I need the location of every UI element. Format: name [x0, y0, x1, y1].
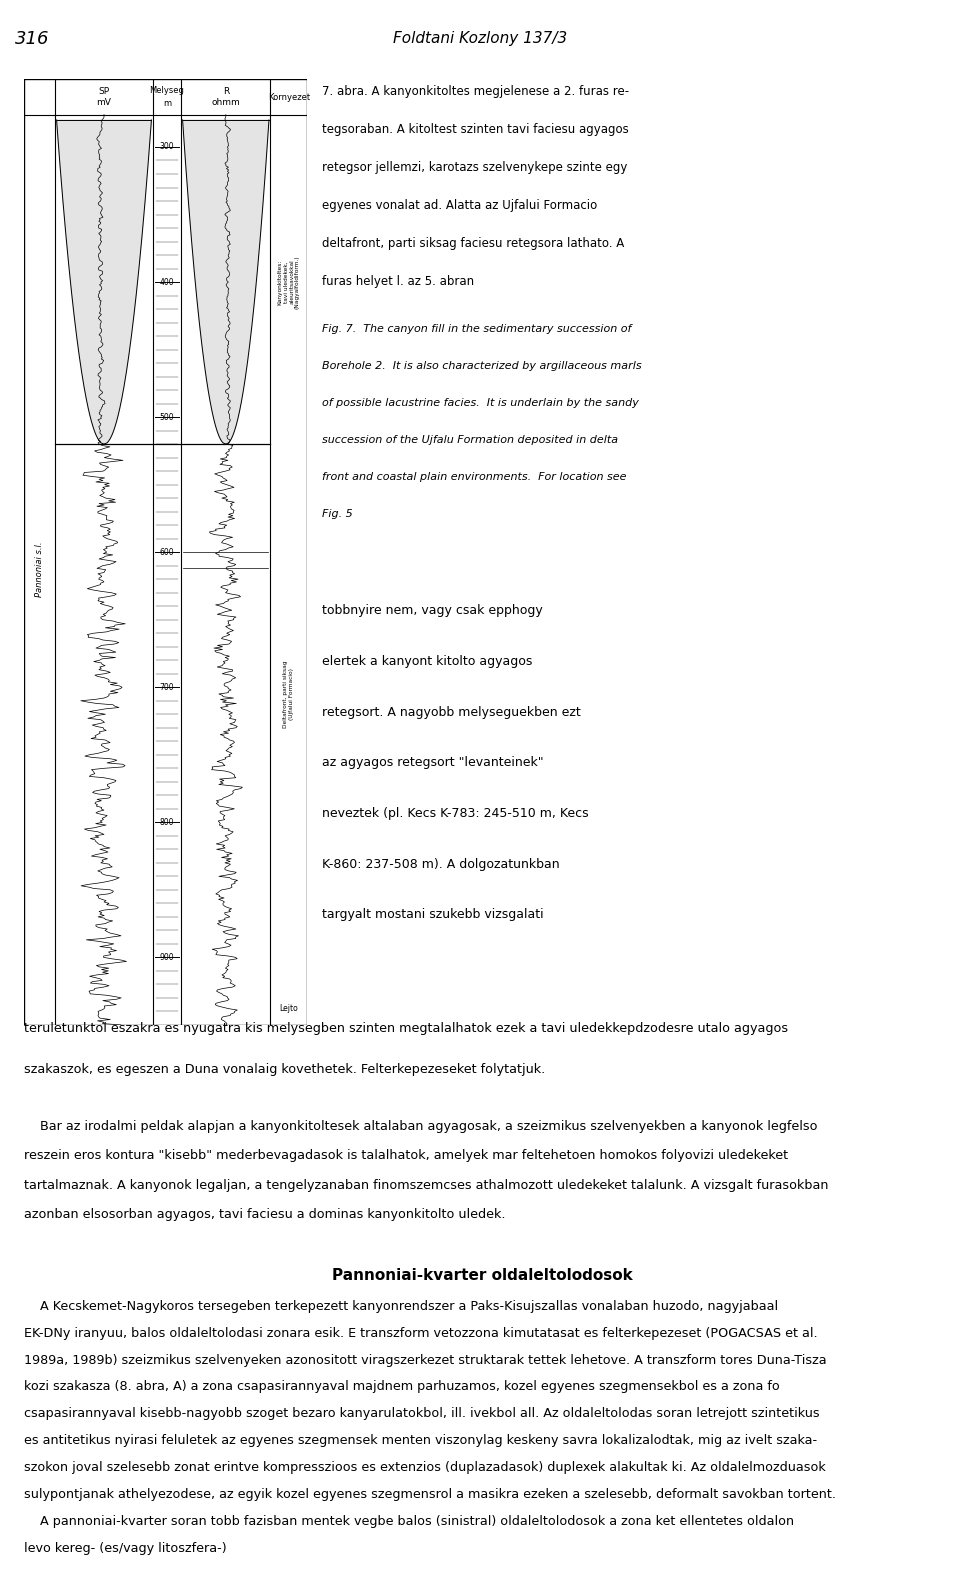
- Text: Fig. 7.  The canyon fill in the sedimentary succession of: Fig. 7. The canyon fill in the sedimenta…: [322, 324, 631, 334]
- Text: 700: 700: [159, 683, 175, 691]
- Text: azonban elsosorban agyagos, tavi faciesu a dominas kanyonkitolto uledek.: azonban elsosorban agyagos, tavi faciesu…: [24, 1208, 506, 1220]
- Text: egyenes vonalat ad. Alatta az Ujfalui Formacio: egyenes vonalat ad. Alatta az Ujfalui Fo…: [322, 199, 597, 211]
- Text: tegsoraban. A kitoltest szinten tavi faciesu agyagos: tegsoraban. A kitoltest szinten tavi fac…: [322, 122, 629, 135]
- Text: succession of the Ujfalu Formation deposited in delta: succession of the Ujfalu Formation depos…: [322, 435, 617, 445]
- Text: 300: 300: [159, 143, 175, 151]
- Text: m: m: [163, 99, 171, 108]
- Text: K-860: 237-508 m). A dolgozatunkban: K-860: 237-508 m). A dolgozatunkban: [322, 858, 560, 871]
- Text: retegsort. A nagyobb melyseguekben ezt: retegsort. A nagyobb melyseguekben ezt: [322, 706, 581, 718]
- Text: Deltafront, parti siksag
(Ujfalui Formacio): Deltafront, parti siksag (Ujfalui Formac…: [283, 661, 294, 728]
- Text: 400: 400: [159, 278, 175, 286]
- Text: tobbnyire nem, vagy csak epphogy: tobbnyire nem, vagy csak epphogy: [322, 604, 542, 618]
- Text: A Kecskemet-Nagykoros tersegeben terkepezett kanyonrendszer a Paks-Kisujszallas : A Kecskemet-Nagykoros tersegeben terkepe…: [24, 1300, 779, 1313]
- Text: szakaszok, es egeszen a Duna vonalaig kovethetek. Felterkepezeseket folytatjuk.: szakaszok, es egeszen a Duna vonalaig ko…: [24, 1063, 545, 1076]
- Text: of possible lacustrine facies.  It is underlain by the sandy: of possible lacustrine facies. It is und…: [322, 397, 638, 408]
- Text: reszein eros kontura "kisebb" mederbevagadasok is talalhatok, amelyek mar felteh: reszein eros kontura "kisebb" mederbevag…: [24, 1149, 788, 1163]
- Text: deltafront, parti siksag faciesu retegsora lathato. A: deltafront, parti siksag faciesu retegso…: [322, 237, 624, 249]
- Text: 600: 600: [159, 548, 175, 556]
- Text: A pannoniai-kvarter soran tobb fazisban mentek vegbe balos (sinistral) oldalelto: A pannoniai-kvarter soran tobb fazisban …: [24, 1514, 794, 1529]
- Text: Bar az irodalmi peldak alapjan a kanyonkitoltesek altalaban agyagosak, a szeizmi: Bar az irodalmi peldak alapjan a kanyonk…: [24, 1120, 818, 1133]
- Text: levo kereg- (es/vagy litoszfera-): levo kereg- (es/vagy litoszfera-): [24, 1541, 227, 1556]
- Text: neveztek (pl. Kecs K-783: 245-510 m, Kecs: neveztek (pl. Kecs K-783: 245-510 m, Kec…: [322, 807, 588, 820]
- Text: SP
mV: SP mV: [97, 87, 111, 106]
- Text: tartalmaznak. A kanyonok legaljan, a tengelyzanaban finomszemcses athalmozott ul: tartalmaznak. A kanyonok legaljan, a ten…: [24, 1179, 828, 1192]
- Text: Pannoniai s.l.: Pannoniai s.l.: [36, 542, 44, 597]
- Text: retegsor jellemzi, karotazs szelvenykepe szinte egy: retegsor jellemzi, karotazs szelvenykepe…: [322, 160, 627, 173]
- Text: Fig. 5: Fig. 5: [322, 508, 352, 520]
- Text: EK-DNy iranyuu, balos oldaleltolodasi zonara esik. E transzform vetozzona kimuta: EK-DNy iranyuu, balos oldaleltolodasi zo…: [24, 1327, 818, 1340]
- Text: teruletunktol eszakra es nyugatra kis melysegben szinten megtalalhatok ezek a ta: teruletunktol eszakra es nyugatra kis me…: [24, 1022, 788, 1034]
- Text: 316: 316: [15, 30, 50, 48]
- Text: front and coastal plain environments.  For location see: front and coastal plain environments. Fo…: [322, 472, 626, 481]
- Text: szokon joval szelesebb zonat erintve kompresszioos es extenzios (duplazadasok) d: szokon joval szelesebb zonat erintve kom…: [24, 1462, 826, 1475]
- Text: 500: 500: [159, 413, 175, 421]
- Polygon shape: [182, 119, 269, 443]
- Text: 1989a, 1989b) szeizmikus szelvenyeken azonositott viragszerkezet struktarak tett: 1989a, 1989b) szeizmikus szelvenyeken az…: [24, 1354, 827, 1367]
- Text: Lejto: Lejto: [279, 1004, 299, 1014]
- Text: Kornyezet: Kornyezet: [268, 92, 310, 102]
- Text: 900: 900: [159, 953, 175, 961]
- Text: kozi szakasza (8. abra, A) a zona csapasirannyaval majdnem parhuzamos, kozel egy: kozi szakasza (8. abra, A) a zona csapas…: [24, 1381, 780, 1394]
- Text: Melyseg: Melyseg: [150, 86, 184, 95]
- Text: elertek a kanyont kitolto agyagos: elertek a kanyont kitolto agyagos: [322, 655, 532, 667]
- Text: Foldtani Kozlony 137/3: Foldtani Kozlony 137/3: [393, 32, 567, 46]
- Text: Borehole 2.  It is also characterized by argillaceous marls: Borehole 2. It is also characterized by …: [322, 361, 641, 370]
- Text: furas helyet l. az 5. abran: furas helyet l. az 5. abran: [322, 275, 473, 288]
- Text: R
ohmm: R ohmm: [211, 87, 240, 106]
- Text: az agyagos retegsort "levanteinek": az agyagos retegsort "levanteinek": [322, 756, 543, 769]
- Text: 7. abra. A kanyonkitoltes megjelenese a 2. furas re-: 7. abra. A kanyonkitoltes megjelenese a …: [322, 84, 629, 97]
- Text: es antitetikus nyirasi feluletek az egyenes szegmensek menten viszonylag keskeny: es antitetikus nyirasi feluletek az egye…: [24, 1435, 817, 1448]
- Text: Pannoniai-kvarter oldaleltolodosok: Pannoniai-kvarter oldaleltolodosok: [332, 1268, 633, 1282]
- Text: 800: 800: [159, 818, 175, 826]
- Text: Kanyonkitoltes:
tavi uledekek,
aleuritsavokkal
(Nagyalfoldiform.): Kanyonkitoltes: tavi uledekek, aleuritsa…: [277, 256, 300, 308]
- Text: sulypontjanak athelyezodese, az egyik kozel egyenes szegmensrol a masikra ezeken: sulypontjanak athelyezodese, az egyik ko…: [24, 1487, 836, 1502]
- Polygon shape: [57, 119, 152, 443]
- Text: csapasirannyaval kisebb-nagyobb szoget bezaro kanyarulatokbol, ill. ivekbol all.: csapasirannyaval kisebb-nagyobb szoget b…: [24, 1408, 820, 1421]
- Text: targyalt mostani szukebb vizsgalati: targyalt mostani szukebb vizsgalati: [322, 909, 543, 922]
